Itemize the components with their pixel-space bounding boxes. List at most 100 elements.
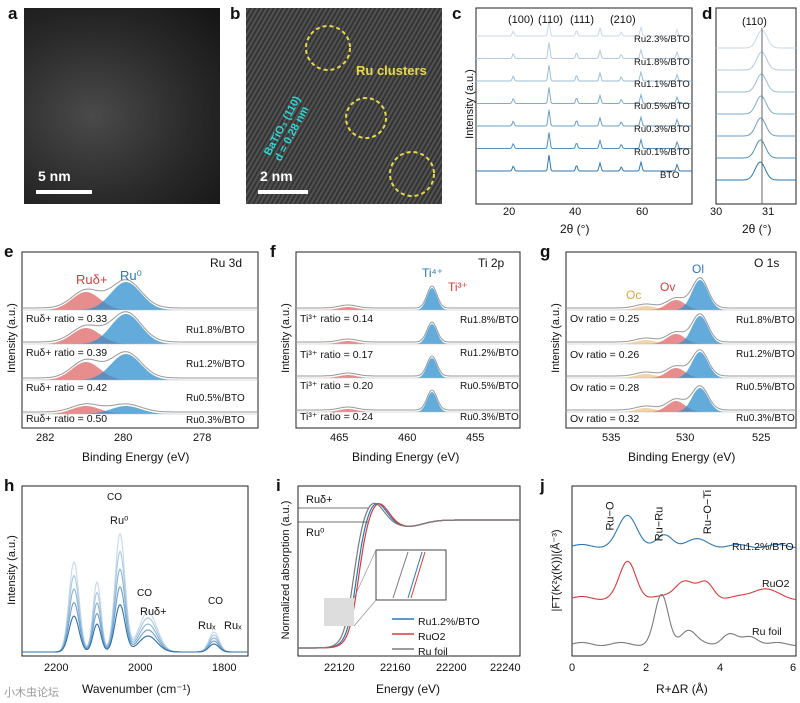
- xanes-xtick-2: 22160: [380, 662, 411, 674]
- panel-label-i: i: [276, 476, 281, 495]
- panel-label-d: d: [702, 4, 713, 23]
- xps-f-peak1: Ti⁴⁺: [422, 266, 444, 280]
- xps-f-sample-4: Ru0.3%/BTO: [460, 412, 519, 423]
- xrd-zoom-xtick-1: 30: [710, 206, 723, 218]
- xps-e-ylabel: Intensity (a.u.): [6, 303, 18, 373]
- peak-fit: [22, 406, 258, 414]
- xps-g-xlabel: Binding Energy (eV): [628, 450, 736, 464]
- xps-f-peak2: Ti³⁺: [448, 280, 468, 294]
- peak-fit: [566, 334, 796, 344]
- xrd-chart: [475, 7, 693, 205]
- xanes-legend-1: Ru1.2%/BTO: [418, 616, 480, 628]
- xps-g-peak2: Ov: [660, 280, 676, 294]
- zoom-connector: [353, 549, 377, 627]
- xanes-xtick-1: 22120: [324, 662, 355, 674]
- peak-fit: [22, 292, 258, 310]
- xps-e-ratio-1: Ruδ+ ratio = 0.33: [26, 313, 108, 325]
- panel-label-b: b: [230, 4, 241, 23]
- xrd-series-4: Ru0.5%/BTO: [634, 101, 690, 112]
- exafs-series-1: Ru1.2%/BTO: [732, 541, 794, 553]
- xanes-xtick-4: 22240: [490, 662, 521, 674]
- exafs-trace: [571, 514, 797, 549]
- xps-f-ratio-2: Ti³⁺ ratio = 0.17: [300, 349, 374, 361]
- xrd-series-3: Ru1.1%/BTO: [634, 79, 690, 90]
- xrd-zoom-xtick-2: 31: [762, 206, 775, 218]
- envelope: [296, 355, 520, 377]
- xrd-zoom-xlabel: 2θ (°): [742, 222, 772, 236]
- envelope: [22, 351, 258, 379]
- exafs-chart: [571, 485, 797, 657]
- ir-xlabel: Wavenumber (cm⁻¹): [82, 682, 191, 696]
- inset-trace: [410, 551, 426, 599]
- xps-g-xtick-1: 535: [602, 432, 621, 444]
- envelope: [296, 321, 520, 343]
- ir-ann-rux2: Ruₓ: [224, 620, 242, 632]
- xrd-series-7: BTO: [660, 170, 680, 181]
- xps-f-title: Ti 2p: [478, 256, 505, 270]
- ru-clusters-label: Ru clusters: [356, 63, 427, 78]
- panel-label-e: e: [4, 242, 14, 261]
- ru-cluster-circles: [305, 25, 435, 197]
- exafs-xlabel: R+ΔR (Å): [656, 682, 708, 696]
- ir-xtick-1: 2200: [44, 662, 69, 674]
- xrd-trace: [476, 109, 692, 127]
- envelope: [22, 279, 258, 309]
- xrd-xtick-1: 20: [503, 206, 516, 218]
- peak-fit: [22, 406, 258, 414]
- xanes-chart: [297, 485, 521, 657]
- xrd-ylabel: Intensity (a.u.): [464, 69, 476, 139]
- xps-o-chart: [565, 251, 797, 429]
- peak-fit: [22, 354, 258, 380]
- exafs-trace: [571, 560, 797, 600]
- exafs-peak-ruo: Ru−O: [604, 501, 617, 531]
- xrd-trace: [476, 132, 692, 149]
- envelope: [22, 403, 258, 413]
- xps-e-ratio-3: Ruδ+ ratio = 0.42: [26, 382, 108, 394]
- xps-e-sample-3: Ru0.5%/BTO: [186, 393, 245, 404]
- envelope: [566, 385, 796, 411]
- scale-bar-a: [36, 190, 92, 194]
- xps-e-xtick-3: 278: [193, 432, 212, 444]
- xps-e-peak1: Ruδ+: [76, 272, 108, 287]
- xps-f-ratio-1: Ti³⁺ ratio = 0.14: [300, 313, 374, 325]
- envelope: [566, 349, 796, 377]
- exafs-xtick-2: 2: [643, 662, 650, 674]
- xrd-trace: [476, 42, 692, 59]
- panel-label-h: h: [4, 476, 15, 495]
- xrd-zoom-trace: [716, 29, 796, 49]
- inset-box: [375, 549, 447, 601]
- xrd-zoom-trace: [716, 139, 796, 159]
- xrd-zoom-trace: [716, 73, 796, 93]
- panel-label-j: j: [540, 476, 545, 495]
- peak-fit: [296, 288, 520, 310]
- exafs-series-2: RuO2: [762, 578, 790, 590]
- tem-image-a: [24, 8, 220, 204]
- xps-g-ratio-3: Ov ratio = 0.28: [570, 382, 640, 394]
- peak-fit: [22, 282, 258, 310]
- xrd-xlabel: 2θ (°): [560, 222, 590, 236]
- xanes-xtick-3: 22200: [436, 662, 467, 674]
- peak-fit: [296, 375, 520, 378]
- xps-g-ratio-4: Ov ratio = 0.32: [570, 413, 640, 425]
- panel-label-f: f: [270, 242, 276, 261]
- ir-trace: [22, 532, 248, 653]
- xanes-lvl-ru0: Ru⁰: [306, 527, 325, 539]
- peak-fit: [566, 368, 796, 378]
- panel-label-c: c: [452, 4, 462, 23]
- envelope: [22, 311, 258, 343]
- peak-fit: [566, 401, 796, 412]
- xrd-zoom-trace: [716, 51, 796, 71]
- xps-e-xtick-2: 280: [114, 432, 133, 444]
- xps-g-ratio-1: Ov ratio = 0.25: [570, 313, 640, 325]
- xps-g-sample-1: Ru1.8%/BTO: [736, 315, 795, 326]
- scale-label-a: 5 nm: [38, 168, 71, 184]
- xps-f-sample-3: Ru0.5%/BTO: [460, 381, 519, 392]
- xps-e-sample-1: Ru1.8%/BTO: [186, 325, 245, 336]
- xps-ti-chart: [295, 251, 521, 429]
- xrd-xtick-3: 60: [636, 206, 649, 218]
- exafs-peak-ruru: Ru−Ru: [653, 506, 666, 542]
- tem-image-b: [246, 8, 442, 204]
- xps-ru-chart: [21, 251, 259, 429]
- xrd-peak-100: (100): [508, 14, 534, 26]
- xps-g-sample-2: Ru1.2%/BTO: [736, 349, 795, 360]
